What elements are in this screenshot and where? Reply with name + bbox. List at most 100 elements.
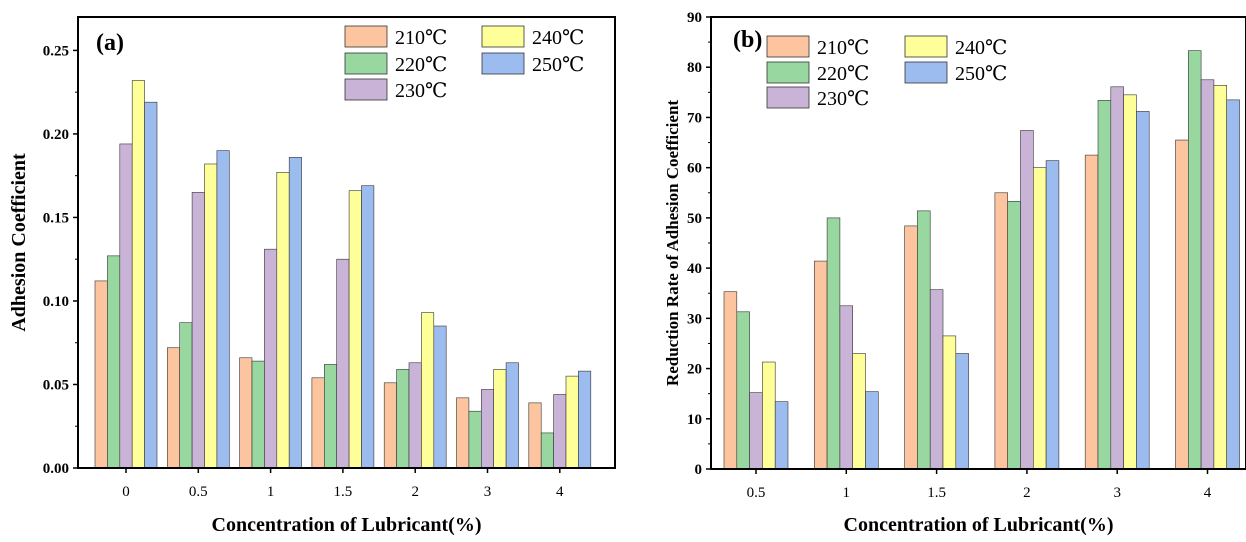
chart-b-y-tick-label: 50: [687, 211, 702, 227]
chart-b-bar: [852, 353, 866, 470]
chart-a-legend-swatch: [481, 25, 525, 48]
chart-b-panel-label: (b): [733, 27, 762, 53]
chart-a-x-tick-label: 1.5: [334, 484, 353, 500]
chart-a-bar: [276, 172, 290, 469]
chart-a-bar: [578, 370, 592, 469]
chart-b-y-tick-label: 20: [687, 362, 702, 378]
chart-b-svg: 0.5 1 1.5 2 3 40102030405060708090Concentrati…: [663, 10, 1246, 536]
chart-a-legend-label: 220℃: [395, 54, 447, 76]
chart-a-bar: [505, 362, 519, 469]
chart-b-bar: [865, 391, 879, 470]
chart-a-legend-label: 250℃: [532, 54, 584, 76]
chart-a-legend-swatch: [344, 25, 388, 48]
chart-panel-b: 0.5 1 1.5 2 3 4 0 10 20 30 40 50 60 70 80 90 Concentrati…: [623, 0, 1246, 537]
chart-b-bar: [917, 210, 931, 470]
chart-a-x-tick-label: 2: [411, 484, 419, 500]
chart-a-bar: [468, 410, 482, 469]
chart-b-bar: [994, 192, 1008, 470]
chart-b-y-tick-label: 30: [687, 311, 702, 327]
chart-b-legend-swatch: [904, 35, 948, 58]
chart-b-y-tick-label: 10: [687, 412, 702, 428]
chart-b-x-tick-label: 3: [1113, 485, 1121, 501]
chart-b-bar: [736, 311, 750, 470]
chart-a-bar: [167, 347, 181, 469]
chart-b-legend-label: 250℃: [955, 63, 1007, 85]
chart-a-x-tick-label: 1: [267, 484, 275, 500]
chart-a-bar: [480, 389, 494, 469]
chart-a-y-axis-label: Adhesion Coefficient: [8, 153, 30, 332]
chart-b-y-tick-label: 80: [687, 60, 702, 76]
chart-a-bar: [493, 369, 507, 469]
chart-a-x-tick-label: 3: [484, 484, 492, 500]
chart-b-bar: [762, 361, 776, 470]
chart-b-legend-label: 210℃: [817, 37, 869, 59]
chart-b-y-tick-label: 0: [695, 462, 703, 478]
chart-a-bar: [119, 143, 133, 469]
chart-b-bar: [1097, 100, 1112, 470]
chart-b-legend-swatch: [766, 35, 810, 58]
chart-a-bar: [540, 432, 554, 469]
chart-a-bar: [107, 255, 121, 469]
chart-a-y-tick-label: 0.00: [43, 461, 69, 477]
chart-a-bar: [336, 258, 350, 469]
chart-a-x-tick-label: 0: [122, 484, 130, 500]
chart-a-y-tick-label: 0.20: [43, 127, 69, 143]
chart-b-legend-swatch: [766, 61, 810, 84]
chart-b-bar: [814, 260, 828, 470]
chart-a-panel-label: (a): [96, 30, 124, 56]
chart-b-legend-label: 230℃: [817, 88, 869, 110]
chart-b-bar: [1226, 99, 1240, 470]
chart-a-bar: [251, 360, 265, 469]
chart-a-legend-label: 210℃: [395, 27, 447, 49]
chart-a-y-tick-label: 0.10: [43, 294, 69, 310]
chart-a-bar: [264, 248, 278, 469]
chart-b-bar: [1045, 160, 1060, 470]
chart-a-bar: [239, 357, 253, 469]
chart-b-x-tick-label: 4: [1204, 485, 1212, 501]
chart-a-bar: [361, 185, 375, 469]
chart-b-legend-label: 220℃: [817, 63, 869, 85]
chart-b-bar: [955, 353, 969, 470]
chart-a-bar: [191, 192, 205, 469]
chart-a-bar: [421, 312, 435, 469]
chart-b-x-tick-label: 2: [1023, 485, 1031, 501]
chart-b-bar: [904, 225, 918, 470]
chart-a-bar: [553, 394, 567, 469]
chart-b-bar: [1187, 50, 1202, 470]
chart-b-bar: [1084, 154, 1099, 470]
chart-b-bar: [1175, 139, 1189, 470]
chart-a-y-tick-label: 0.15: [43, 210, 69, 226]
chart-b-x-axis-label: Concentration of Lubricant(%): [844, 514, 1114, 536]
chart-b-bar: [1020, 130, 1034, 470]
chart-a-bar: [456, 397, 470, 469]
chart-a-y-tick-label: 0.05: [43, 377, 69, 393]
chart-b-x-tick-label: 1.5: [927, 485, 946, 501]
chart-b-bar: [1032, 167, 1047, 470]
chart-a-bar: [216, 150, 230, 469]
chart-b-y-tick-label: 90: [687, 10, 702, 26]
chart-b-bar: [1200, 79, 1215, 470]
chart-a-bar: [408, 362, 422, 469]
chart-a-bar: [179, 322, 193, 469]
chart-b-bar: [1110, 86, 1124, 470]
chart-a-bar: [396, 369, 410, 469]
chart-b-bar: [749, 392, 763, 470]
chart-a-bar: [131, 80, 145, 469]
chart-b-bar: [929, 289, 944, 470]
chart-b-y-tick-label: 70: [687, 110, 702, 126]
chart-a-svg: 0 0.5 1 1.5 2 3 4 0.00 0.05 0.10 0.15 0.20 0.25 Conce…: [8, 16, 616, 536]
chart-a-bar: [94, 280, 108, 469]
chart-b-bar: [942, 335, 957, 470]
chart-a-bar: [204, 163, 218, 469]
chart-b-legend-swatch: [904, 61, 948, 84]
chart-b-x-tick-label: 0.5: [747, 485, 766, 501]
chart-a-x-tick-label: 4: [556, 484, 564, 500]
chart-a-bar: [528, 402, 542, 469]
chart-b-bar: [1123, 94, 1137, 470]
chart-b-legend-swatch: [766, 86, 810, 109]
chart-b-bar: [774, 401, 789, 470]
chart-b-bar: [839, 305, 853, 470]
chart-a-legend-swatch: [481, 52, 525, 75]
chart-a-legend-label: 240℃: [532, 27, 584, 49]
chart-a-bar: [348, 190, 362, 469]
